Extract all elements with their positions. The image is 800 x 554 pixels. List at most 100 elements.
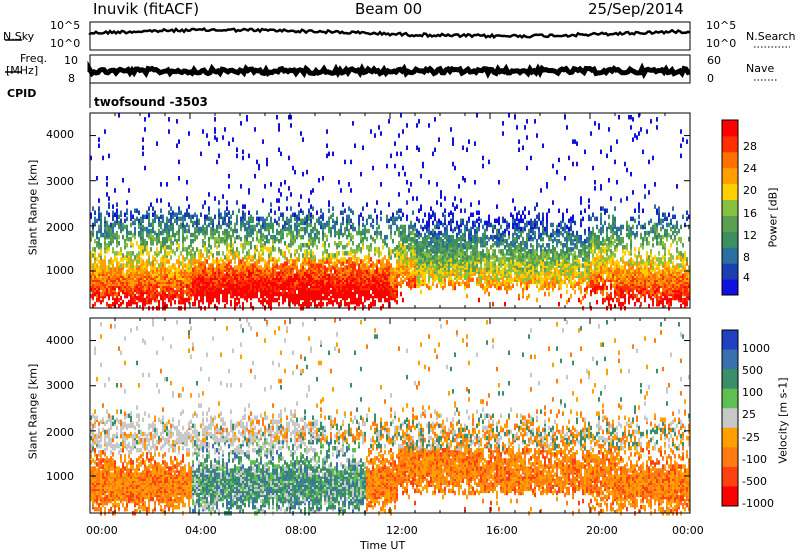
power-cell — [164, 263, 166, 268]
power-cell — [92, 247, 94, 252]
power-cell — [370, 257, 372, 262]
power-cell — [276, 275, 278, 280]
power-cell — [338, 267, 340, 272]
power-cell — [102, 287, 104, 293]
power-cell — [238, 251, 240, 256]
power-cell — [194, 232, 196, 238]
power-cell — [400, 208, 402, 213]
power-cell — [186, 247, 188, 252]
power-cell — [232, 255, 234, 260]
power-cell — [142, 137, 144, 142]
power-cell — [452, 141, 454, 146]
power-cell — [228, 255, 230, 260]
power-cell — [472, 255, 474, 260]
power-cell — [162, 255, 164, 260]
power-cell — [176, 238, 178, 244]
power-cell — [272, 297, 274, 303]
power-cell — [332, 151, 334, 157]
power-cell — [120, 218, 122, 224]
power-cell — [220, 224, 222, 230]
power-cell — [124, 218, 126, 224]
power-cell — [190, 295, 192, 301]
power-cell — [288, 249, 290, 254]
power-cell — [226, 257, 228, 262]
power-cell — [396, 289, 398, 295]
power-cell — [120, 247, 122, 252]
power-cell — [334, 241, 336, 246]
power-cell — [390, 267, 392, 272]
power-cell — [434, 212, 436, 217]
power-cell — [258, 228, 260, 234]
power-cell — [164, 291, 166, 297]
power-cell — [290, 297, 292, 303]
power-cell — [456, 279, 458, 285]
power-cell — [278, 301, 280, 307]
power-cell — [470, 230, 472, 236]
power-cell — [222, 230, 224, 236]
power-cell — [394, 141, 396, 146]
power-cell — [356, 230, 358, 236]
power-cell — [300, 295, 302, 301]
power-cell — [394, 247, 396, 252]
power-cell — [376, 226, 378, 232]
power-cell — [298, 210, 300, 215]
power-cell — [276, 259, 278, 264]
power-cell — [418, 259, 420, 264]
power-cell — [296, 273, 298, 278]
power-cell — [418, 147, 420, 152]
power-cell — [190, 243, 192, 248]
power-cell — [190, 214, 192, 220]
power-cell — [92, 206, 94, 211]
power-cell — [348, 218, 350, 224]
power-cell — [400, 224, 402, 230]
power-cell — [284, 220, 286, 226]
power-cell — [124, 287, 126, 293]
power-cell — [98, 228, 100, 234]
power-cell — [310, 293, 312, 299]
power-cell — [268, 226, 270, 232]
power-cell — [328, 216, 330, 222]
power-cell — [202, 253, 204, 258]
power-cell — [108, 289, 110, 295]
power-cell — [176, 271, 178, 276]
power-cell — [260, 241, 262, 246]
power-cell — [436, 224, 438, 230]
power-cell — [348, 206, 350, 211]
power-cell — [350, 297, 352, 303]
power-cell — [124, 212, 126, 217]
power-cell — [410, 255, 412, 260]
power-cell — [108, 241, 110, 246]
power-cell — [312, 255, 314, 260]
power-cell — [160, 289, 162, 295]
power-cell — [232, 267, 234, 272]
power-cell — [170, 255, 172, 260]
power-cell — [186, 255, 188, 260]
power-cell — [234, 301, 236, 307]
power-cell — [278, 293, 280, 299]
power-cell — [470, 251, 472, 256]
power-cell — [160, 182, 162, 187]
power-cell — [104, 249, 106, 254]
power-cell — [286, 196, 288, 201]
power-cell — [142, 214, 144, 220]
power-cell — [198, 269, 200, 274]
power-cell — [236, 200, 238, 205]
power-cell — [276, 263, 278, 268]
power-cell — [258, 287, 260, 293]
power-cell — [94, 216, 96, 222]
power-cell — [226, 222, 228, 228]
power-cell — [422, 245, 424, 250]
power-cell — [464, 224, 466, 230]
power-cell — [130, 241, 132, 246]
power-cell — [274, 287, 276, 293]
power-cell — [142, 249, 144, 254]
power-cell — [178, 243, 180, 248]
power-cell — [390, 153, 392, 159]
power-cell — [134, 293, 136, 299]
power-cell — [184, 216, 186, 222]
power-cell — [234, 255, 236, 260]
power-cell — [138, 259, 140, 264]
power-cell — [242, 243, 244, 248]
power-cell — [140, 283, 142, 289]
power-cell — [176, 212, 178, 217]
